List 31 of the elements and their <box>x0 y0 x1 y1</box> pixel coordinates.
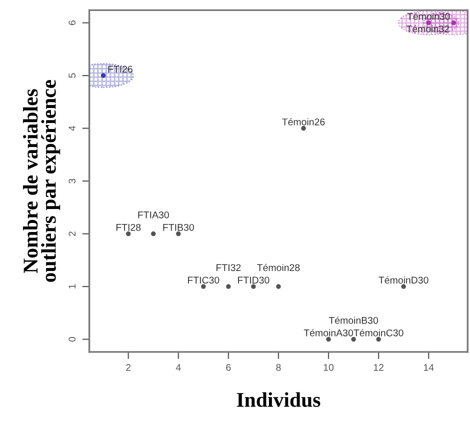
x-tick-label: 14 <box>424 364 434 371</box>
data-label: FTIC30 <box>188 276 220 284</box>
x-tick-label: 10 <box>324 364 334 371</box>
data-label: Témoin32 <box>406 25 449 32</box>
y-tick-label: 1 <box>68 284 76 288</box>
data-label: FTI28 <box>116 224 141 231</box>
x-tick-label: 12 <box>374 364 384 371</box>
data-label: Témoin28 <box>257 264 300 272</box>
y-tick-label: 0 <box>68 336 76 342</box>
x-tick-label: 8 <box>276 364 281 371</box>
data-label: TémoinD30 <box>378 276 428 284</box>
data-label: FTIA30 <box>138 211 169 218</box>
y-axis-title: Nombre de variables outliers par expérience <box>23 80 60 282</box>
y-tick-label: 4 <box>68 126 76 131</box>
y-tick-label: 5 <box>68 73 76 78</box>
data-label: TémoinB30 <box>328 316 378 324</box>
data-label: Témoin30 <box>407 12 450 20</box>
y-tick-label: 2 <box>68 232 76 236</box>
data-label: TémoinC30 <box>354 329 404 336</box>
x-axis-title: Individus <box>236 392 320 407</box>
y-tick-label: 6 <box>68 20 76 26</box>
x-tick-label: 4 <box>176 364 181 371</box>
y-tick-label: 3 <box>68 178 76 184</box>
x-tick-label: 6 <box>226 364 231 371</box>
data-label: TémoinA30 <box>304 329 353 336</box>
data-label: FTI26 <box>108 66 132 73</box>
x-tick-label: 2 <box>126 364 131 371</box>
data-label: Témoin26 <box>282 118 325 126</box>
data-label: FTIB30 <box>163 224 194 231</box>
data-label: FTI32 <box>216 264 241 272</box>
data-label: FTID30 <box>238 276 270 284</box>
